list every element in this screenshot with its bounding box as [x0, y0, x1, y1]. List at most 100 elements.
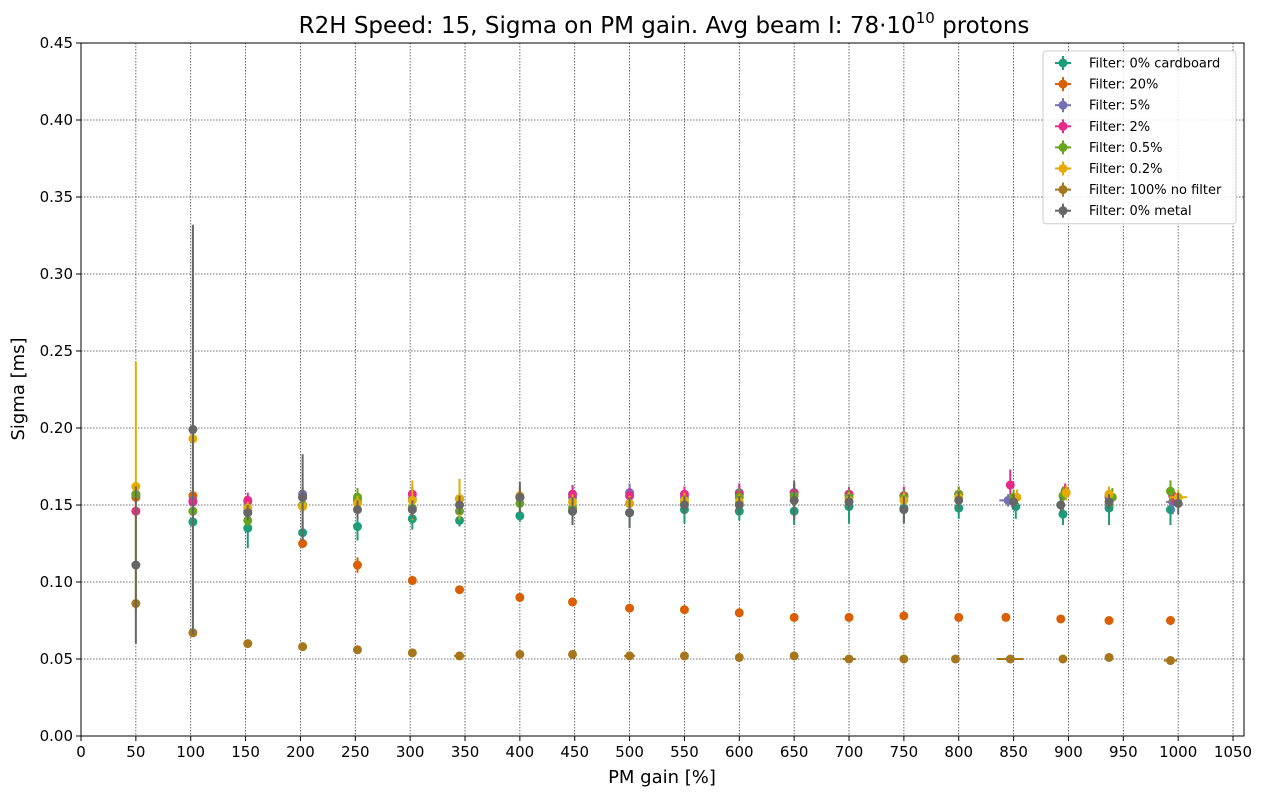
y-tick-label: 0.10 [40, 573, 73, 591]
y-tick-label: 0.20 [40, 419, 73, 437]
legend-item: Filter: 5% [1055, 98, 1150, 114]
y-tick-label: 0.45 [40, 34, 73, 52]
series-7 [131, 224, 1183, 644]
series-1 [131, 491, 1175, 626]
data-point [954, 495, 964, 505]
data-point [1104, 652, 1114, 662]
legend-swatch-marker [1058, 185, 1068, 195]
data-point [734, 608, 744, 618]
x-tick-label: 200 [286, 743, 315, 761]
data-point [188, 425, 198, 435]
x-axis-ticks: 0 50 100 150 200 250 300 350 400 450 500 550 600 650 7… [76, 736, 1252, 761]
data-point [243, 523, 253, 533]
data-point [1165, 486, 1175, 496]
data-point [455, 500, 465, 510]
data-point [243, 495, 253, 505]
legend-swatch-marker [1058, 79, 1068, 89]
legend-label: Filter: 20% [1089, 78, 1158, 93]
y-tick-label: 0.05 [40, 650, 73, 668]
x-tick-label: 950 [1109, 743, 1138, 761]
data-point [899, 654, 909, 664]
data-point [844, 612, 854, 622]
x-axis-label: PM gain [%] [608, 767, 716, 788]
chart-title-main: R2H Speed: 15, Sigma on PM gain. Avg bea… [299, 13, 916, 39]
data-point [1005, 480, 1015, 490]
data-point [1104, 497, 1114, 507]
data-point [568, 649, 578, 659]
data-point [1165, 656, 1175, 666]
data-point [734, 500, 744, 510]
x-tick-label: 650 [780, 743, 809, 761]
x-tick-label: 400 [506, 743, 535, 761]
legend-label: Filter: 100% no filter [1089, 183, 1222, 198]
x-tick-label: 300 [396, 743, 425, 761]
data-point [1173, 498, 1183, 508]
chart-title: R2H Speed: 15, Sigma on PM gain. Avg bea… [299, 9, 1030, 39]
data-point [950, 654, 960, 664]
data-point [625, 651, 635, 661]
legend-swatch-marker [1058, 164, 1068, 173]
legend-item: Filter: 0% metal [1055, 203, 1192, 219]
data-point [352, 505, 362, 515]
legend-label: Filter: 0% cardboard [1089, 57, 1220, 72]
legend-label: Filter: 0.5% [1089, 141, 1163, 156]
data-point [243, 508, 253, 518]
legend-swatch-marker [1058, 142, 1068, 152]
data-point [734, 652, 744, 662]
legend-item: Filter: 2% [1055, 119, 1150, 135]
legend-item: Filter: 20% [1055, 77, 1158, 93]
y-tick-label: 0.25 [40, 342, 73, 360]
x-tick-label: 1050 [1214, 743, 1252, 761]
series-6 [131, 599, 1178, 666]
x-tick-label: 150 [231, 743, 260, 761]
data-point [899, 611, 909, 621]
x-tick-label: 250 [341, 743, 370, 761]
chart-title-suffix: protons [935, 13, 1030, 39]
y-tick-label: 0.15 [40, 496, 73, 514]
data-point [455, 651, 465, 661]
series-5 [131, 260, 1187, 618]
data-point [515, 511, 525, 521]
x-tick-label: 700 [835, 743, 864, 761]
legend-swatch-marker [1058, 206, 1068, 216]
data-point [298, 492, 308, 502]
x-tick-label: 750 [890, 743, 919, 761]
data-point [789, 651, 799, 661]
data-point [625, 508, 635, 518]
data-point [455, 585, 465, 595]
legend: Filter: 0% cardboard Filter: 20% Filter: 5… [1042, 50, 1237, 225]
legend-label: Filter: 0% metal [1089, 204, 1192, 219]
data-point [568, 506, 578, 516]
legend-swatch-marker [1058, 121, 1068, 131]
data-point [352, 522, 362, 532]
data-point [679, 651, 689, 661]
data-point [352, 560, 362, 570]
legend-label: Filter: 0.2% [1089, 162, 1163, 177]
legend-box [1042, 50, 1237, 225]
data-point [1056, 500, 1066, 510]
x-tick-label: 1000 [1159, 743, 1197, 761]
x-tick-label: 600 [725, 743, 754, 761]
data-point [1061, 488, 1071, 498]
data-point [844, 497, 854, 507]
legend-swatch-marker [1058, 58, 1068, 68]
x-tick-label: 850 [999, 743, 1028, 761]
data-point [407, 648, 417, 658]
data-point [679, 605, 689, 615]
data-point [298, 539, 308, 548]
data-point [899, 505, 909, 515]
series-2 [131, 483, 1180, 515]
data-series [131, 224, 1187, 666]
y-tick-label: 0.00 [40, 727, 73, 745]
data-point [298, 642, 308, 652]
legend-label: Filter: 2% [1089, 120, 1150, 135]
plot-frame [80, 42, 1245, 737]
chart-title-superscript: 10 [916, 9, 935, 27]
x-tick-label: 450 [560, 743, 589, 761]
legend-label: Filter: 5% [1089, 99, 1150, 114]
x-tick-label: 50 [126, 743, 145, 761]
legend-item: Filter: 0.5% [1055, 140, 1163, 156]
data-point [1001, 612, 1011, 622]
x-tick-label: 350 [451, 743, 480, 761]
